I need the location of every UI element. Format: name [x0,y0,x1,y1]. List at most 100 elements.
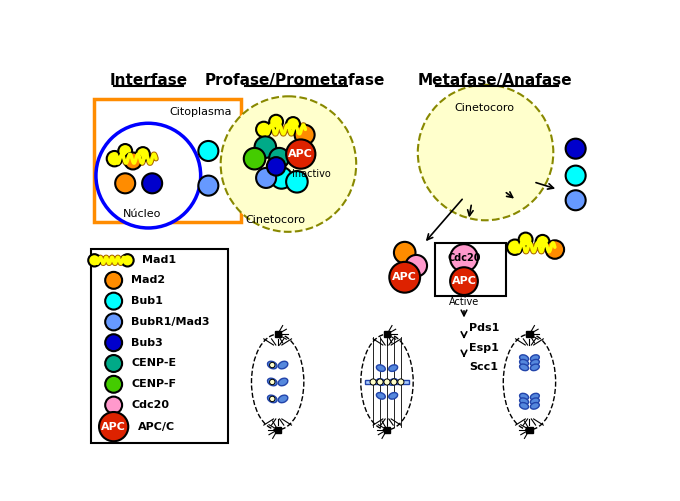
Ellipse shape [520,364,528,371]
Circle shape [405,255,427,277]
Text: Inactivo: Inactivo [292,169,331,179]
Ellipse shape [389,393,398,399]
Ellipse shape [376,365,386,371]
Ellipse shape [520,359,528,366]
Circle shape [96,123,201,228]
Bar [90,249,228,443]
Circle shape [88,254,101,267]
Circle shape [566,139,585,159]
Bar [526,427,532,433]
Circle shape [121,254,134,267]
Circle shape [254,136,276,158]
Circle shape [269,396,275,402]
Circle shape [124,152,141,169]
Bar [275,331,281,337]
Circle shape [105,355,122,372]
Text: Cdc20: Cdc20 [131,400,169,410]
Circle shape [390,262,420,293]
Bar [384,427,390,433]
Text: Cinetocoro: Cinetocoro [454,103,514,113]
Circle shape [545,240,564,259]
Circle shape [107,151,122,166]
Circle shape [105,293,122,310]
Text: Citoplasma: Citoplasma [169,108,232,117]
Text: APC: APC [452,276,477,286]
Text: BubR1/Mad3: BubR1/Mad3 [131,317,210,327]
Circle shape [391,379,397,385]
Bar [275,427,281,433]
Circle shape [136,147,150,161]
Ellipse shape [520,402,528,409]
Ellipse shape [530,393,539,400]
Text: Profase/Prometafase: Profase/Prometafase [205,74,385,88]
Ellipse shape [530,402,539,409]
Circle shape [256,168,276,188]
Circle shape [507,239,522,255]
Ellipse shape [389,379,398,385]
Text: Interfase: Interfase [109,74,188,88]
Ellipse shape [267,361,277,369]
Circle shape [566,166,585,186]
Circle shape [294,125,315,145]
Circle shape [519,232,532,246]
Circle shape [450,244,478,272]
Ellipse shape [530,398,539,404]
Circle shape [269,148,289,168]
Circle shape [450,267,478,295]
Bar [435,243,505,296]
Text: Bub1: Bub1 [131,296,163,306]
Circle shape [269,379,275,385]
Circle shape [269,362,275,368]
Text: Metafase/Anafase: Metafase/Anafase [418,74,572,88]
Circle shape [271,167,292,189]
Circle shape [118,144,132,158]
Text: Núcleo: Núcleo [123,209,161,219]
Text: CENP-E: CENP-E [131,359,177,369]
Text: Cinetocoro: Cinetocoro [245,214,305,224]
Circle shape [566,190,585,210]
Ellipse shape [530,359,539,366]
Text: APC: APC [288,149,313,159]
Circle shape [286,171,307,192]
Circle shape [105,272,122,289]
Circle shape [418,85,554,220]
Text: Pds1: Pds1 [469,323,500,333]
Circle shape [99,412,129,441]
Ellipse shape [376,379,386,385]
Ellipse shape [376,393,386,399]
Circle shape [115,173,135,193]
Circle shape [142,173,162,193]
Text: Cdc20: Cdc20 [447,253,481,263]
Text: APC/C: APC/C [137,422,175,432]
Circle shape [199,176,218,195]
Circle shape [105,397,122,413]
Ellipse shape [520,398,528,404]
Text: APC: APC [392,272,417,282]
Text: Bub3: Bub3 [131,338,163,348]
Circle shape [221,96,356,232]
Bar [384,331,390,337]
Ellipse shape [520,393,528,400]
Circle shape [269,115,283,129]
Ellipse shape [278,378,288,386]
Text: Mad2: Mad2 [131,276,165,286]
Circle shape [398,379,404,385]
Ellipse shape [530,355,539,361]
Circle shape [286,117,300,131]
Ellipse shape [389,365,398,371]
Text: APC: APC [101,422,126,432]
Bar [365,380,409,384]
Circle shape [370,379,376,385]
Ellipse shape [267,378,277,386]
Circle shape [256,122,271,137]
Circle shape [243,148,265,169]
Circle shape [286,139,316,169]
Text: Mad1: Mad1 [142,256,176,266]
Circle shape [394,242,415,264]
Text: Esp1: Esp1 [469,343,499,353]
Circle shape [384,379,390,385]
Circle shape [536,235,549,249]
Circle shape [267,157,286,176]
Circle shape [105,314,122,330]
Text: CENP-F: CENP-F [131,379,176,389]
